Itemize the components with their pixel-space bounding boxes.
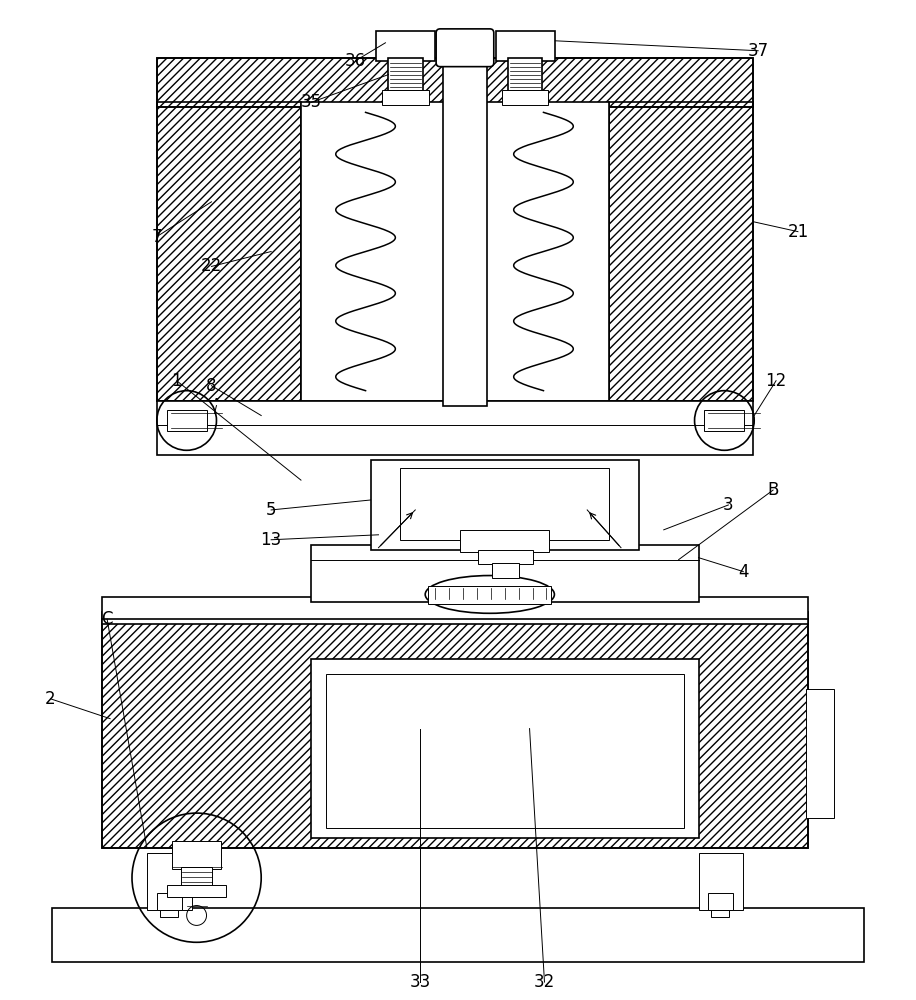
Bar [478,550,532,564]
Bar [167,885,226,897]
Bar [103,619,808,848]
Bar [609,102,753,401]
Bar [326,674,683,828]
FancyBboxPatch shape [436,29,494,67]
Text: 2: 2 [45,690,56,708]
Text: 37: 37 [747,42,769,60]
Bar [52,908,864,962]
Bar [311,659,699,838]
Text: 12: 12 [766,372,787,390]
Bar [460,530,550,552]
Text: 22: 22 [201,257,222,275]
Bar [159,910,178,917]
Bar [103,597,808,619]
Bar [157,102,301,401]
Text: 1: 1 [171,372,182,390]
Bar [609,102,753,401]
Text: A: A [211,397,223,415]
Bar [806,689,834,818]
Bar [712,910,729,917]
Bar [496,31,555,61]
Bar [502,90,549,105]
Bar [704,410,745,431]
Bar [157,102,301,401]
Text: 21: 21 [787,223,809,241]
Bar [180,867,213,887]
Bar [167,410,206,431]
Text: 8: 8 [206,377,217,395]
Bar [428,586,551,604]
Bar [311,545,699,602]
Bar [157,58,753,107]
Bar [103,619,808,848]
Bar [171,841,222,869]
Bar [157,401,753,455]
Bar [388,58,423,92]
Bar [371,460,638,550]
Text: 33: 33 [409,973,431,991]
Text: 32: 32 [534,973,555,991]
Bar [708,893,734,910]
Bar [699,853,743,910]
Bar [376,31,435,61]
Bar [147,853,191,910]
Bar [400,468,609,540]
Bar [157,58,753,107]
Text: 5: 5 [266,501,277,519]
Text: 35: 35 [300,93,322,111]
Text: 36: 36 [345,52,366,70]
Bar [301,102,609,401]
Bar [443,58,486,406]
Bar [103,612,808,624]
Text: 13: 13 [260,531,282,549]
Text: C: C [102,610,113,628]
Text: 3: 3 [723,496,734,514]
Text: B: B [768,481,779,499]
Bar [157,893,181,910]
Bar [492,563,518,578]
Bar [383,90,430,105]
Text: 4: 4 [738,563,748,581]
Bar [507,58,542,92]
Text: 7: 7 [151,228,162,246]
